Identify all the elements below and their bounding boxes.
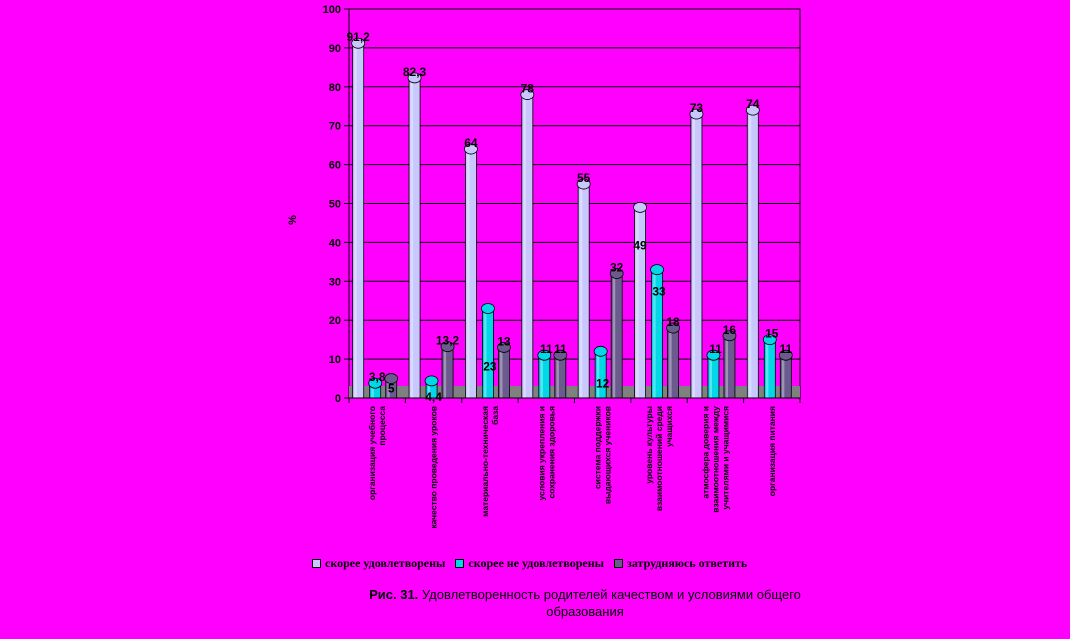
y-tick-label: 80 [329,82,341,94]
svg-text:система поддержкивыдающихся уч: система поддержкивыдающихся учеников [593,406,613,504]
bar-3-8 [778,349,793,399]
y-tick-label: 10 [329,354,341,366]
bar-3-4 [553,349,568,399]
figure-caption: Рис. 31. Удовлетворенность родителей кач… [340,586,830,620]
legend-label-series-3: затрудняюсь ответить [627,556,748,570]
data-label-1-8: 74 [746,97,760,111]
bar-1-3 [464,143,478,399]
data-label-1-3: 64 [464,136,478,150]
legend-entry-series-1: скорее удовлетворены [312,556,445,571]
bar-1-7 [689,108,704,399]
bars-layer [351,37,793,399]
bar-3-3 [497,342,511,399]
bar-1-5 [576,178,591,399]
y-axis-label: % [287,215,299,225]
y-tick-label: 60 [329,160,341,172]
data-label-1-5: 55 [577,171,591,185]
data-label-1-1: 91,2 [347,30,371,44]
x-category-label: система поддержкивыдающихся учеников [593,406,613,504]
data-label-3-5: 32 [610,261,624,275]
y-tick-label: 30 [329,276,341,288]
bar-1-1 [351,37,366,399]
legend-label-series-2: скорее не удовлетворены [468,556,605,570]
x-category-label: атмосфера доверия ивзаимоотношения между… [700,406,730,513]
y-tick-label: 0 [335,393,341,405]
bar-2-4 [537,349,552,399]
data-label-1-4: 78 [521,82,535,96]
bar-2-8 [762,334,777,399]
data-label-2-2: 4,4 [425,390,442,404]
data-label-2-1: 3,8 [369,370,386,384]
data-label-2-5: 12 [596,376,610,390]
bar-3-7 [722,330,737,399]
data-label-3-8: 11 [779,342,792,356]
legend-entry-series-2: скорее не удовлетворены [455,556,604,571]
svg-text:условия укрепления исохранения: условия укрепления исохранения здоровья [536,406,556,500]
bar-1-8 [745,104,760,399]
y-tick-label: 50 [329,199,341,211]
y-tick-label: 90 [329,43,341,55]
bar-3-6 [666,322,680,399]
chart-legend: скорее удовлетворены скорее не удовлетво… [312,556,751,571]
data-label-3-3: 13 [497,334,511,348]
x-category-label: организация учебногопроцесса [367,406,387,500]
svg-text:организация питания: организация питания [767,406,777,496]
axis-layer: 0 10 20 30 40 50 60 70 80 90 100 организация учебно… [323,4,801,529]
bar-1-4 [520,89,535,399]
x-category-label: условия укрепления исохранения здоровья [536,406,556,500]
data-label-1-2: 82,3 [403,65,427,79]
legend-entry-series-3: затрудняюсь ответить [614,556,747,571]
legend-swatch-series-3 [614,559,624,568]
data-label-1-6: 49 [633,238,647,252]
x-category-label: уровень культурывзаимоотношений средиуча… [644,406,674,511]
caption-number: Рис. 31. [369,587,419,602]
data-label-3-2: 13,2 [436,334,460,348]
y-tick-label: 20 [329,315,341,327]
x-category-label: организация питания [767,406,777,496]
legend-label-series-1: скорее удовлетворены [325,556,446,570]
data-label-2-8: 15 [765,327,779,341]
data-label-1-7: 73 [690,101,704,115]
data-label-2-6: 33 [652,285,666,299]
bar-2-1 [368,377,383,399]
data-label-2-4: 11 [540,342,553,356]
chart-floor [349,386,800,398]
bar-2-7 [706,349,721,399]
data-label-3-1: 5 [388,382,395,396]
data-label-2-3: 23 [483,360,497,374]
x-category-label: материально-техническаябаза [480,406,500,517]
y-tick-label: 100 [323,4,341,16]
data-label-2-7: 11 [709,342,722,356]
bar-2-2 [424,375,439,399]
y-tick-label: 40 [329,237,341,249]
bar-1-6 [633,201,647,399]
bar-2-3 [481,303,495,399]
floor-band [349,386,800,398]
bar-3-5 [609,268,624,399]
y-tick-label: 70 [329,121,341,133]
svg-text:материально-техническаябаза: материально-техническаябаза [480,406,500,517]
svg-text:качество проведения уроков: качество проведения уроков [429,406,439,529]
bar-3-2 [440,341,455,399]
svg-text:уровень культурывзаимоотношени: уровень культурывзаимоотношений средиуча… [644,406,674,511]
data-label-3-4: 11 [554,342,567,356]
svg-text:организация учебногопроцесса: организация учебногопроцесса [367,406,387,500]
data-label-3-6: 18 [666,315,680,329]
x-category-label: качество проведения уроков [429,406,439,529]
bar-1-2 [407,72,422,399]
legend-swatch-series-2 [455,559,465,568]
caption-text: Удовлетворенность родителей качеством и … [421,587,801,619]
legend-swatch-series-1 [312,559,321,568]
svg-text:атмосфера доверия ивзаимоотнош: атмосфера доверия ивзаимоотношения между… [700,406,730,513]
data-label-3-7: 16 [723,323,737,337]
